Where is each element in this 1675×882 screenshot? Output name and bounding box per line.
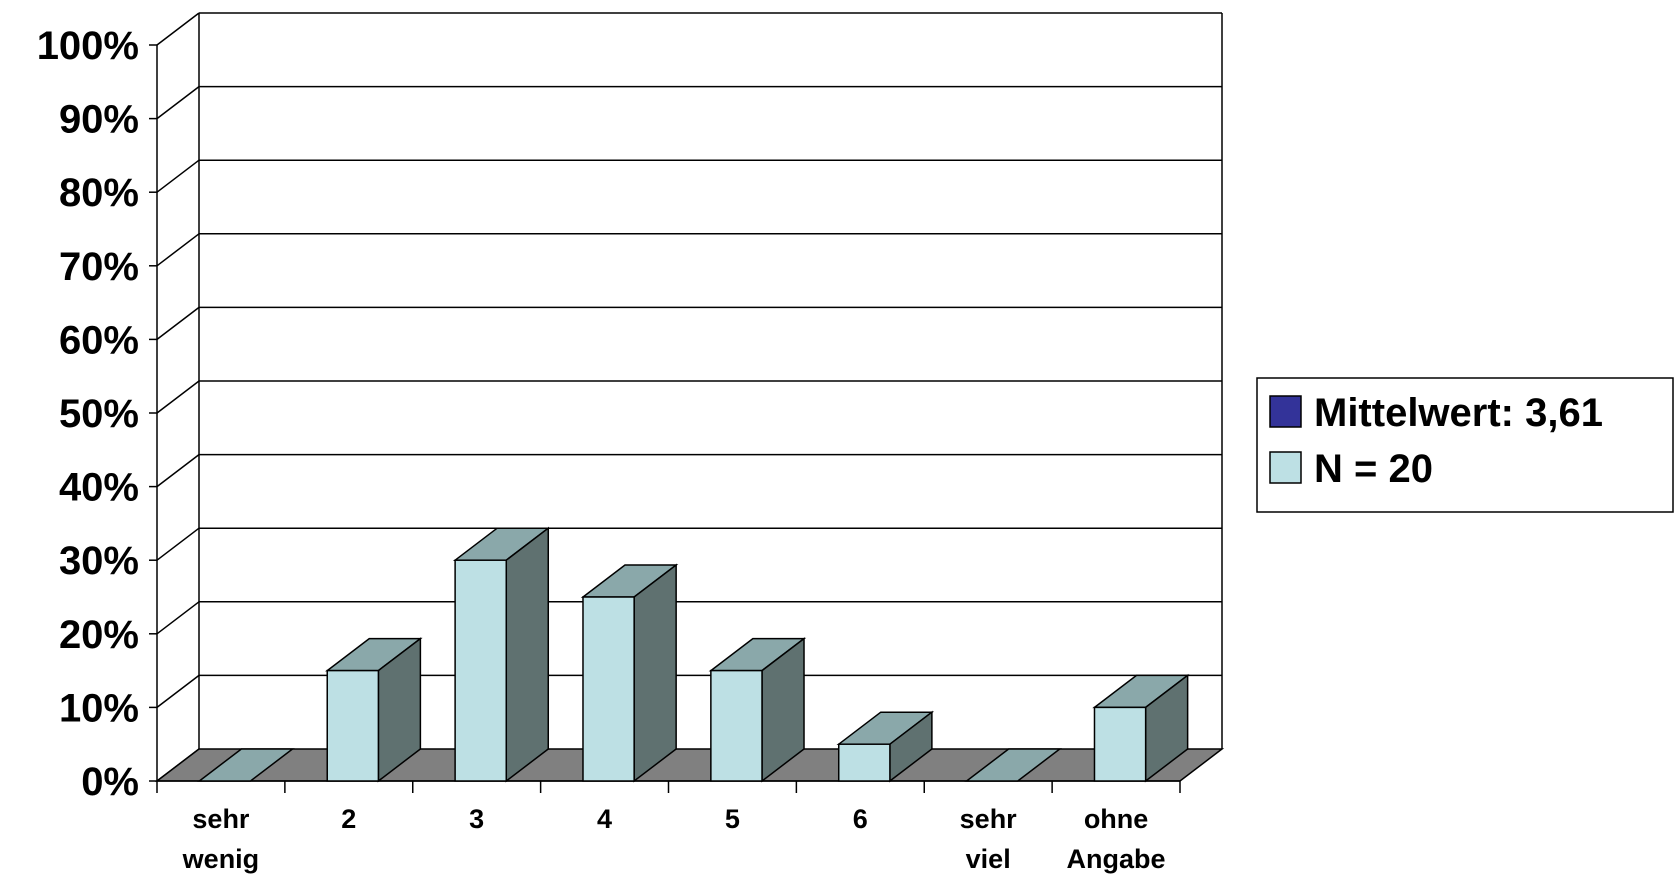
- x-tick-label: 5: [725, 804, 740, 834]
- x-tick-line: 3: [469, 804, 484, 834]
- y-tick-label: 30%: [59, 539, 139, 583]
- gridline-side: [156, 380, 200, 414]
- bar: [836, 710, 935, 783]
- bar: [1092, 673, 1190, 783]
- x-tick-line: 2: [341, 804, 356, 834]
- legend-label: Mittelwert: 3,61: [1314, 391, 1603, 435]
- y-tick-label: 90%: [59, 98, 139, 142]
- y-tick-label: 0%: [81, 760, 139, 804]
- chart-floor: [154, 748, 1225, 782]
- y-tick-label: 80%: [59, 171, 139, 215]
- x-tick-label: 2: [341, 804, 356, 834]
- gridline-side: [156, 454, 200, 488]
- bar-front: [1093, 706, 1147, 782]
- bar: [580, 563, 679, 783]
- x-tick-label: 4: [597, 804, 612, 834]
- bar-front: [326, 669, 380, 782]
- x-tick-line: sehr: [192, 804, 250, 834]
- x-tick-label: ohne Angabe: [1067, 804, 1166, 874]
- bar: [452, 526, 551, 783]
- x-tick-line: 4: [597, 804, 612, 834]
- x-tick-label: 6: [853, 804, 868, 834]
- x-tick-line: 5: [725, 804, 740, 834]
- bar: [708, 637, 807, 783]
- y-tick-label: 100%: [37, 24, 139, 68]
- bar-front: [837, 743, 891, 782]
- x-tick-label: sehr wenig: [182, 804, 260, 874]
- gridline-side: [156, 306, 200, 340]
- gridline-side: [156, 527, 200, 561]
- chart-axes: [149, 13, 1225, 793]
- x-tick-label: 3: [469, 804, 484, 834]
- gridline-side: [156, 159, 200, 193]
- legend-swatch: [1269, 451, 1302, 484]
- x-tick-label: sehr viel: [960, 804, 1018, 874]
- bar-top: [964, 748, 1062, 782]
- gridline-side: [156, 674, 200, 708]
- bar-side: [633, 563, 677, 783]
- bar: [325, 637, 423, 783]
- x-tick-line: ohne: [1084, 804, 1149, 834]
- x-tick-line: 6: [853, 804, 868, 834]
- x-tick-line: Angabe: [1067, 844, 1166, 874]
- x-tick-line: sehr: [960, 804, 1018, 834]
- gridline-side: [156, 233, 200, 267]
- y-tick-label: 20%: [59, 613, 139, 657]
- bar-top: [197, 748, 295, 782]
- legend-swatch: [1269, 395, 1302, 428]
- legend-box: [1256, 377, 1674, 513]
- legend-label: N = 20: [1314, 447, 1433, 491]
- x-tick-line: wenig: [182, 844, 260, 874]
- bar: [964, 748, 1062, 782]
- y-tick-label: 40%: [59, 466, 139, 510]
- gridline-side: [156, 12, 200, 46]
- y-tick-label: 50%: [59, 392, 139, 436]
- chart-legend: Mittelwert: 3,61 N = 20: [1256, 377, 1674, 513]
- chart-bars: [197, 526, 1190, 783]
- y-tick-labels: 0% 10% 20% 30% 40% 50% 60% 70% 80% 90% 100%: [37, 24, 139, 804]
- bar-side: [505, 526, 550, 783]
- x-tick-labels: sehr wenig 2 3 4 5 6 sehr viel ohne Angabe: [182, 804, 1166, 874]
- chart-gridlines: [156, 12, 1222, 782]
- bar: [197, 748, 295, 782]
- y-tick-label: 70%: [59, 245, 139, 289]
- y-tick-label: 60%: [59, 318, 139, 362]
- x-tick-line: viel: [966, 844, 1011, 874]
- gridline-side: [156, 601, 200, 635]
- gridline-side: [156, 86, 200, 120]
- y-tick-label: 10%: [59, 686, 139, 730]
- bar-front: [710, 669, 763, 782]
- bar-front: [582, 596, 635, 782]
- bar-front: [454, 559, 508, 782]
